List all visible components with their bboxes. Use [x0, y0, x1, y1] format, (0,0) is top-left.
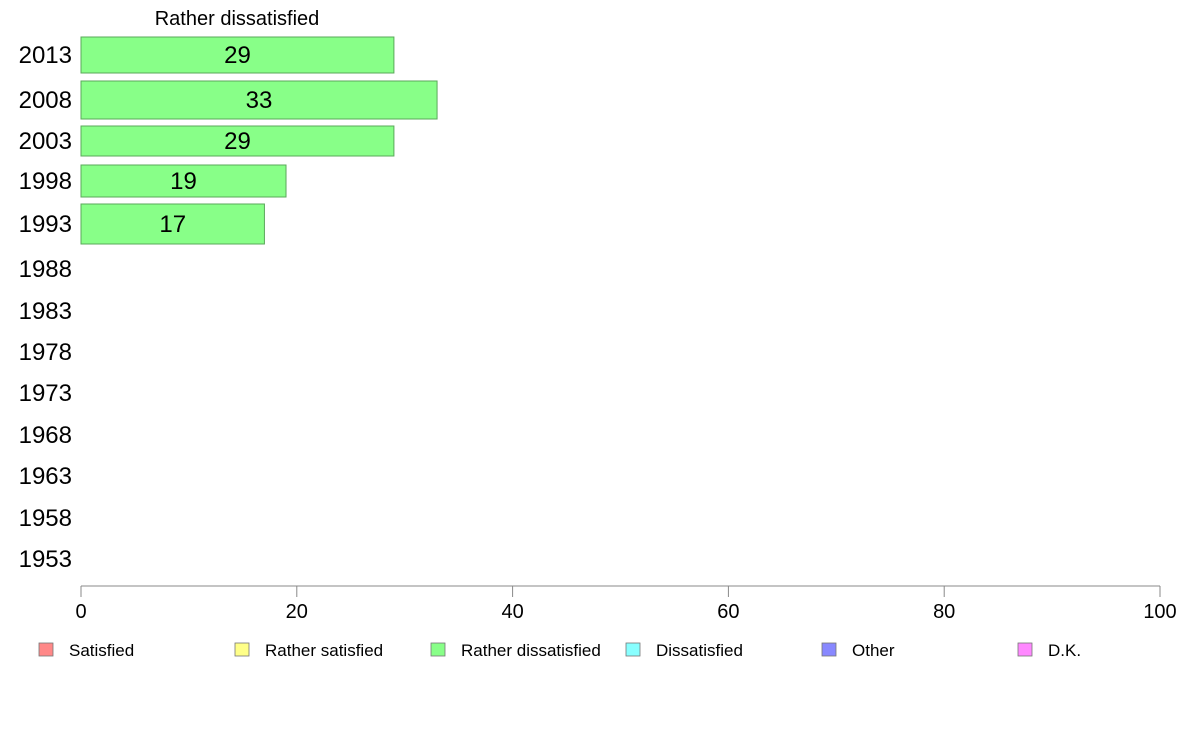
y-tick-label: 1978 [19, 339, 72, 366]
bar [80, 80, 438, 120]
data-label: 33 [246, 87, 273, 114]
x-tick-label: 0 [75, 601, 86, 623]
x-axis: 0 20 40 60 80 100 [75, 585, 1177, 623]
legend-label: Rather dissatisfied [461, 641, 601, 660]
legend-swatch [430, 642, 446, 657]
y-tick-label: 1993 [19, 211, 72, 238]
data-label: 29 [224, 42, 251, 69]
data-label: 19 [170, 168, 197, 195]
bar [80, 203, 265, 245]
legend-swatch [234, 642, 250, 657]
y-tick-label: 1963 [19, 463, 72, 490]
chart-title: Rather dissatisfied [155, 8, 320, 30]
y-tick-label: 1983 [19, 298, 72, 325]
y-tick-label: 1958 [19, 505, 72, 532]
legend-swatch [625, 642, 641, 657]
legend-label: Other [852, 641, 895, 660]
y-tick-label: 1973 [19, 380, 72, 407]
x-tick-label: 80 [933, 601, 955, 623]
legend-swatch [38, 642, 54, 657]
bar [80, 164, 287, 198]
legend-label: Satisfied [69, 641, 134, 660]
y-tick-label: 1988 [19, 256, 72, 283]
legend-swatch [821, 642, 837, 657]
x-tick-label: 100 [1143, 601, 1176, 623]
x-tick-label: 20 [286, 601, 308, 623]
x-tick-label: 40 [501, 601, 523, 623]
data-label: 29 [224, 128, 251, 155]
data-label: 17 [159, 211, 186, 238]
y-tick-label: 1998 [19, 168, 72, 195]
y-tick-label: 1953 [19, 546, 72, 573]
y-tick-label: 2008 [19, 87, 72, 114]
bar [80, 125, 395, 157]
legend-label: Dissatisfied [656, 641, 743, 660]
y-axis-labels: 2013 2008 2003 1998 1993 1988 1983 1978 1973 1968… [19, 42, 72, 573]
legend: Satisfied Rather satisfied Rather dissatis… [38, 641, 1081, 660]
bars-group: 29 33 29 19 17 [80, 36, 438, 245]
legend-label: D.K. [1048, 641, 1081, 660]
x-tick-label: 60 [717, 601, 739, 623]
bar [80, 36, 395, 74]
y-tick-label: 2013 [19, 42, 72, 69]
y-tick-label: 1968 [19, 422, 72, 449]
y-tick-label: 2003 [19, 128, 72, 155]
legend-label: Rather satisfied [265, 641, 383, 660]
legend-swatch [1017, 642, 1033, 657]
